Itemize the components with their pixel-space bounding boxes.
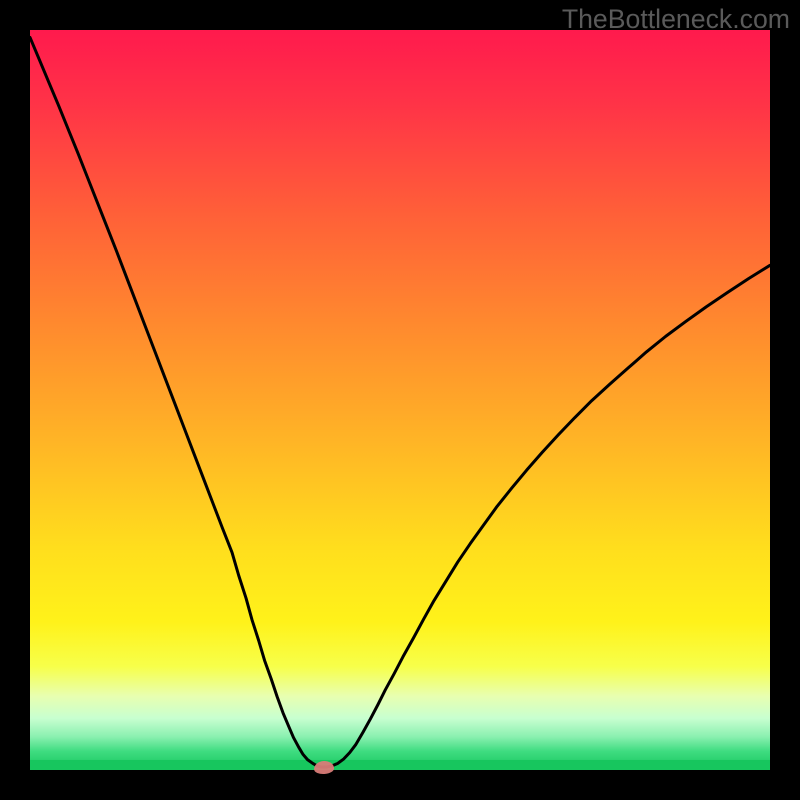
watermark-text: TheBottleneck.com bbox=[562, 4, 790, 35]
bottleneck-curve bbox=[0, 0, 800, 800]
